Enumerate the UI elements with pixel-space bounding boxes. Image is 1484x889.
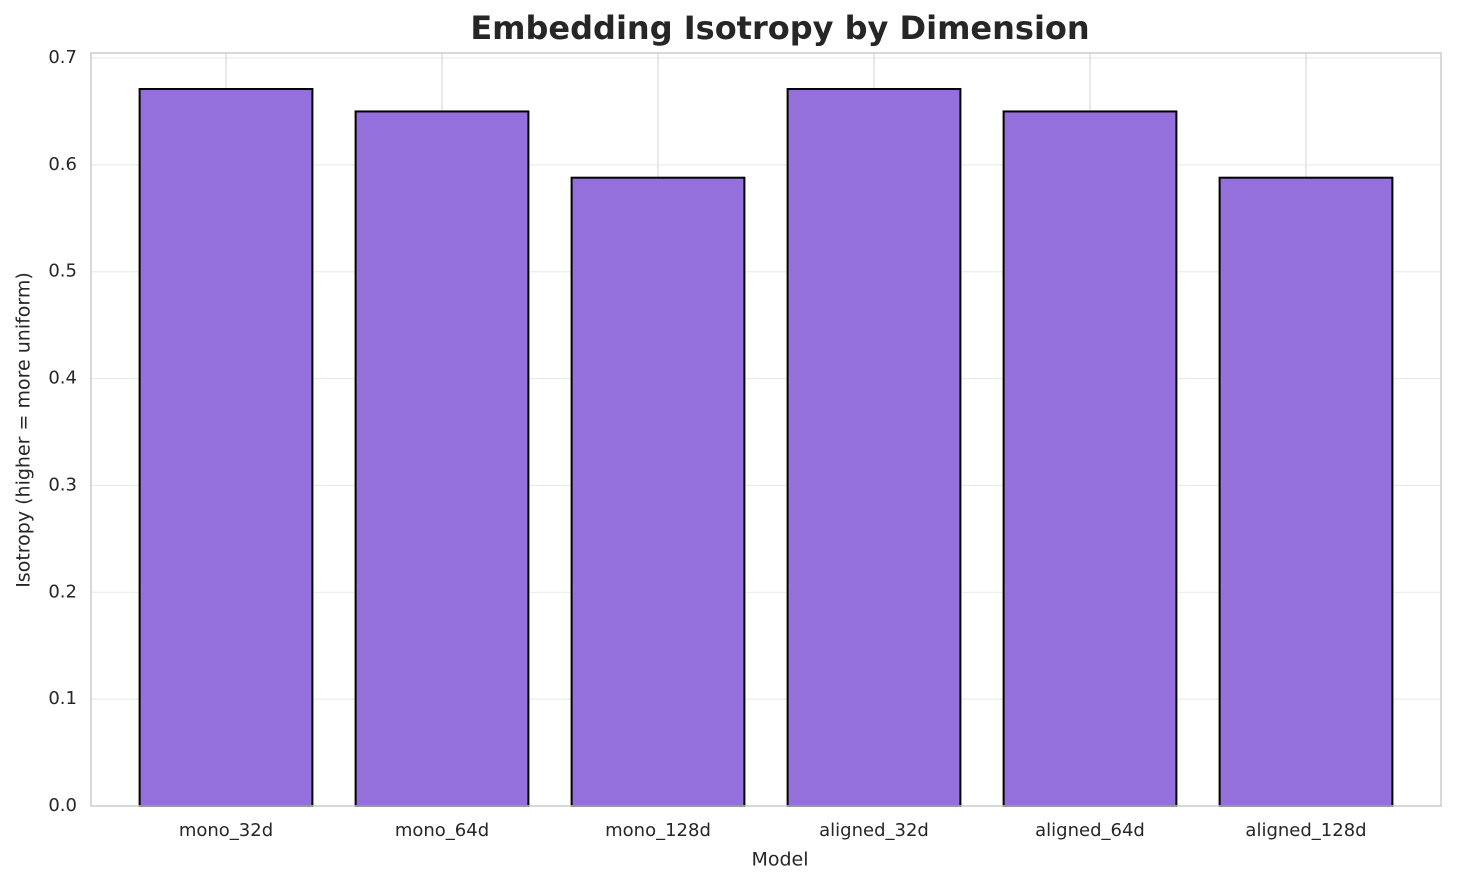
y-tick-label: 0.3 bbox=[48, 474, 77, 495]
y-tick-label: 0.4 bbox=[48, 368, 77, 389]
bar bbox=[1002, 110, 1178, 807]
y-tick-label: 0.0 bbox=[48, 795, 77, 816]
bar bbox=[354, 110, 530, 807]
x-tick-label: mono_32d bbox=[179, 820, 273, 841]
bar bbox=[570, 176, 746, 807]
y-tick-label: 0.7 bbox=[48, 47, 77, 68]
x-axis-label: Model bbox=[751, 849, 808, 871]
chart-title: Embedding Isotropy by Dimension bbox=[470, 9, 1089, 47]
plot-frame bbox=[90, 52, 1442, 807]
bar bbox=[786, 88, 962, 808]
y-tick-label: 0.6 bbox=[48, 154, 77, 175]
x-tick-label: mono_128d bbox=[605, 820, 711, 841]
x-tick-label: aligned_64d bbox=[1035, 820, 1145, 841]
bar bbox=[1218, 176, 1394, 807]
x-tick-label: aligned_128d bbox=[1245, 820, 1366, 841]
y-axis-label: Isotropy (higher = more uniform) bbox=[13, 272, 35, 588]
y-tick-label: 0.1 bbox=[48, 688, 77, 709]
y-tick-label: 0.2 bbox=[48, 581, 77, 602]
y-tick-label: 0.5 bbox=[48, 261, 77, 282]
x-tick-label: mono_64d bbox=[395, 820, 489, 841]
x-tick-label: aligned_32d bbox=[819, 820, 929, 841]
bar bbox=[138, 88, 314, 808]
